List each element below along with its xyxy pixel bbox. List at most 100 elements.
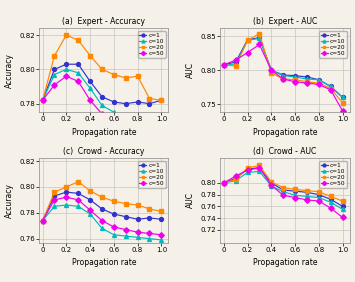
c=1 bbox=[40, 219, 45, 222]
Legend: c=1, c=10, c=20, c=50: c=1, c=10, c=20, c=50 bbox=[138, 161, 165, 188]
c=1 bbox=[340, 205, 345, 208]
c=1 bbox=[305, 191, 309, 194]
c=10 bbox=[340, 96, 345, 99]
c=20 bbox=[281, 186, 285, 189]
Line: c=10: c=10 bbox=[222, 169, 344, 211]
c=50 bbox=[159, 233, 164, 236]
c=50 bbox=[124, 123, 128, 126]
Line: c=20: c=20 bbox=[41, 33, 163, 102]
c=20 bbox=[222, 63, 226, 67]
Line: c=50: c=50 bbox=[41, 74, 163, 140]
c=20 bbox=[245, 39, 250, 42]
c=1 bbox=[293, 190, 297, 193]
c=20 bbox=[269, 71, 273, 75]
c=20 bbox=[88, 54, 92, 57]
c=1 bbox=[340, 96, 345, 99]
X-axis label: Propagation rate: Propagation rate bbox=[71, 128, 136, 137]
c=1 bbox=[147, 216, 152, 220]
c=10 bbox=[76, 71, 80, 74]
c=10 bbox=[340, 208, 345, 211]
c=50 bbox=[76, 80, 80, 83]
c=50 bbox=[257, 43, 262, 46]
c=20 bbox=[147, 207, 152, 211]
Title: (d)  Crowd - AUC: (d) Crowd - AUC bbox=[253, 147, 317, 156]
c=50 bbox=[293, 80, 297, 83]
c=10 bbox=[269, 184, 273, 188]
c=10 bbox=[64, 203, 69, 207]
c=20 bbox=[340, 199, 345, 203]
c=20 bbox=[100, 196, 104, 199]
Legend: c=1, c=10, c=20, c=50: c=1, c=10, c=20, c=50 bbox=[319, 31, 347, 58]
c=50 bbox=[317, 83, 321, 86]
c=50 bbox=[281, 77, 285, 81]
c=1 bbox=[159, 217, 164, 221]
c=10 bbox=[136, 236, 140, 239]
c=20 bbox=[281, 77, 285, 81]
c=1 bbox=[245, 38, 250, 41]
c=1 bbox=[234, 177, 238, 180]
c=1 bbox=[257, 166, 262, 169]
c=10 bbox=[52, 205, 56, 208]
c=10 bbox=[40, 98, 45, 102]
X-axis label: Propagation rate: Propagation rate bbox=[253, 258, 317, 267]
c=1 bbox=[269, 69, 273, 72]
Title: (b)  Expert - AUC: (b) Expert - AUC bbox=[253, 17, 317, 26]
c=1 bbox=[317, 78, 321, 81]
Line: c=50: c=50 bbox=[222, 43, 344, 113]
c=1 bbox=[52, 68, 56, 71]
Line: c=1: c=1 bbox=[41, 62, 163, 106]
c=1 bbox=[222, 181, 226, 185]
c=10 bbox=[88, 212, 92, 216]
c=1 bbox=[159, 98, 164, 102]
c=1 bbox=[328, 198, 333, 201]
c=10 bbox=[112, 233, 116, 236]
c=1 bbox=[124, 215, 128, 218]
c=10 bbox=[159, 117, 164, 121]
c=10 bbox=[234, 179, 238, 182]
c=1 bbox=[40, 98, 45, 102]
c=1 bbox=[281, 188, 285, 192]
Y-axis label: Accuracy: Accuracy bbox=[5, 183, 13, 218]
Line: c=50: c=50 bbox=[41, 195, 163, 237]
c=50 bbox=[76, 198, 80, 202]
c=20 bbox=[52, 190, 56, 194]
c=50 bbox=[293, 196, 297, 199]
c=50 bbox=[52, 83, 56, 87]
c=50 bbox=[317, 199, 321, 203]
c=50 bbox=[52, 198, 56, 202]
c=20 bbox=[293, 78, 297, 81]
c=1 bbox=[112, 100, 116, 104]
c=1 bbox=[100, 207, 104, 211]
c=10 bbox=[222, 63, 226, 67]
Title: (c)  Crowd - Accuracy: (c) Crowd - Accuracy bbox=[63, 147, 144, 156]
c=50 bbox=[328, 88, 333, 92]
c=50 bbox=[112, 225, 116, 229]
c=20 bbox=[112, 199, 116, 203]
c=20 bbox=[124, 202, 128, 205]
Legend: c=1, c=10, c=20, c=50: c=1, c=10, c=20, c=50 bbox=[319, 161, 347, 188]
c=10 bbox=[88, 87, 92, 90]
c=50 bbox=[281, 193, 285, 197]
c=10 bbox=[64, 68, 69, 71]
c=10 bbox=[257, 37, 262, 40]
c=10 bbox=[317, 78, 321, 81]
c=10 bbox=[147, 117, 152, 121]
c=50 bbox=[112, 119, 116, 122]
c=10 bbox=[245, 171, 250, 174]
c=10 bbox=[234, 62, 238, 66]
c=20 bbox=[76, 180, 80, 183]
c=10 bbox=[222, 181, 226, 185]
c=10 bbox=[305, 195, 309, 198]
Line: c=1: c=1 bbox=[222, 166, 344, 208]
c=50 bbox=[328, 206, 333, 210]
c=50 bbox=[222, 181, 226, 185]
X-axis label: Propagation rate: Propagation rate bbox=[253, 128, 317, 137]
c=10 bbox=[147, 237, 152, 240]
c=50 bbox=[100, 112, 104, 116]
Line: c=10: c=10 bbox=[41, 203, 163, 242]
Line: c=10: c=10 bbox=[222, 36, 344, 99]
c=10 bbox=[305, 77, 309, 81]
Y-axis label: AUC: AUC bbox=[186, 193, 195, 208]
c=1 bbox=[100, 95, 104, 98]
Legend: c=1, c=10, c=20, c=50: c=1, c=10, c=20, c=50 bbox=[138, 31, 165, 58]
